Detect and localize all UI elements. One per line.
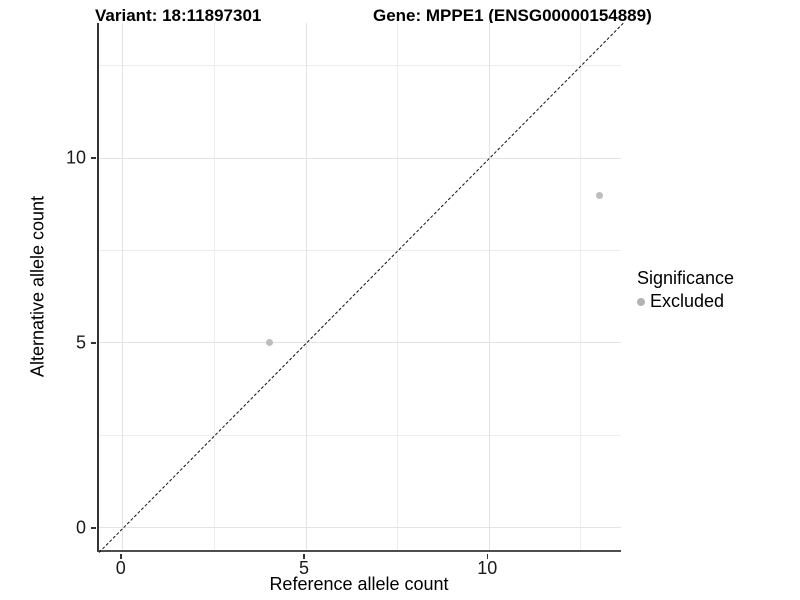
gridline-x-0 bbox=[122, 23, 124, 550]
gridline-x-10 bbox=[488, 23, 490, 550]
y-tick-label: 0 bbox=[75, 517, 86, 538]
gridline-x-5 bbox=[305, 23, 307, 550]
gridline-y-5 bbox=[99, 342, 621, 344]
plot-panel bbox=[97, 23, 624, 553]
x-tick-label: 10 bbox=[477, 558, 498, 578]
y-tick bbox=[91, 157, 96, 159]
x-axis-title: Reference allele count bbox=[269, 574, 449, 594]
gridline-x-2.5 bbox=[213, 23, 215, 550]
legend-item-excluded: Excluded bbox=[637, 291, 734, 312]
identity-dashed-line bbox=[98, 23, 624, 553]
legend-point-icon bbox=[637, 297, 645, 306]
x-tick bbox=[120, 554, 122, 559]
x-tick-label: 5 bbox=[299, 558, 310, 578]
gridline-y-10 bbox=[99, 157, 621, 159]
data-point bbox=[265, 339, 273, 347]
y-tick-label: 5 bbox=[75, 332, 86, 353]
data-point bbox=[595, 191, 603, 199]
y-axis-title: Alternative allele count bbox=[27, 195, 48, 378]
legend-item-label: Excluded bbox=[650, 291, 725, 311]
y-tick-label: 10 bbox=[65, 147, 86, 168]
gridline-y-12.5 bbox=[99, 65, 621, 67]
gridline-x-12.5 bbox=[580, 23, 582, 550]
variant-title: Variant: 18:11897301 bbox=[95, 6, 262, 25]
y-tick bbox=[91, 342, 96, 344]
gridline-y-7.5 bbox=[99, 250, 621, 251]
x-tick bbox=[303, 554, 305, 559]
x-tick bbox=[486, 554, 488, 559]
gridline-x-7.5 bbox=[397, 23, 399, 550]
gridline-y-0 bbox=[99, 527, 621, 529]
legend-title: Significance bbox=[637, 268, 735, 288]
gene-title: Gene: MPPE1 (ENSG00000154889) bbox=[373, 6, 652, 25]
x-tick-label: 0 bbox=[115, 558, 126, 578]
gridline-y-2.5 bbox=[99, 434, 621, 436]
y-tick bbox=[91, 527, 96, 529]
legend: Significance Excluded bbox=[637, 268, 734, 312]
